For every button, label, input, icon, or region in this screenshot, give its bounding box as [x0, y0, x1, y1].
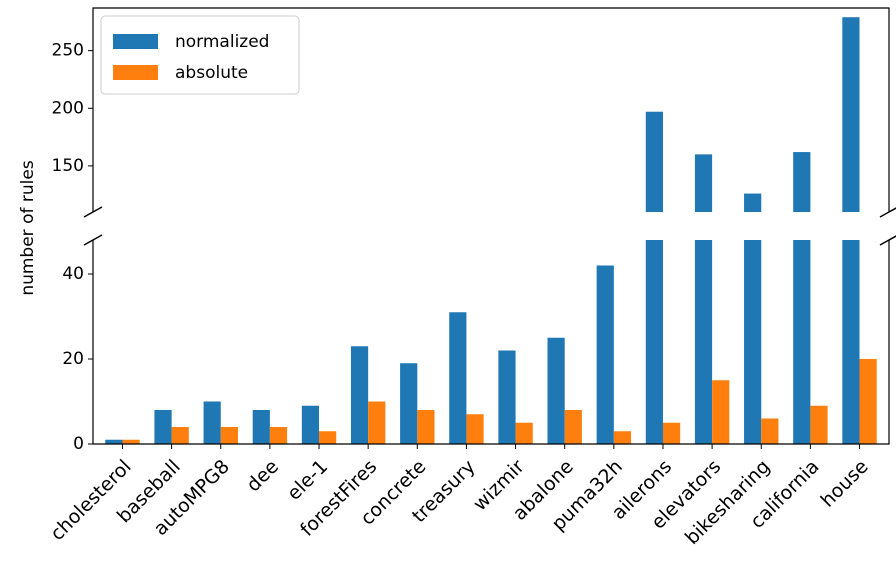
bar-normalized-wizmir: [498, 350, 516, 444]
bar-absolute-autoMPG8: [220, 427, 238, 444]
legend-label-normalized: normalized: [175, 32, 269, 52]
upper-y-tick-label-150: 150: [52, 156, 84, 176]
bar-absolute-cholesterol: [122, 439, 140, 444]
bar-absolute-elevators: [712, 380, 730, 444]
break-mark-upper-left: [83, 206, 103, 218]
bar-normalized-elevators: [694, 240, 713, 444]
break-mark-lower-right: [879, 235, 896, 246]
bar-normalized-ele-1: [301, 405, 320, 444]
bar-absolute-treasury: [466, 414, 484, 444]
bar-absolute-dee: [269, 427, 288, 444]
x-tick-label-cholesterol: cholesterol: [46, 456, 135, 545]
bar-normalized-concrete: [400, 363, 418, 444]
x-tick-label-house: house: [817, 456, 873, 512]
break-mark-upper-right: [879, 207, 896, 218]
bar-absolute-ele-1: [319, 431, 337, 444]
bar-upper-normalized-ailerons: [645, 111, 663, 212]
bar-normalized-baseball: [154, 410, 172, 444]
lower-y-tick-label-20: 20: [62, 349, 84, 369]
bar-upper-normalized-elevators: [694, 154, 713, 212]
upper-panel: 150 200 250: [52, 7, 890, 212]
bar-absolute-california: [810, 405, 828, 444]
upper-frame: [92, 7, 890, 212]
lower-frame: [92, 240, 890, 445]
bar-absolute-abalone: [564, 410, 582, 444]
break-mark-lower-left: [83, 234, 103, 246]
bar-absolute-forestFires: [368, 401, 386, 444]
lower-y-tick-label-40: 40: [62, 264, 84, 284]
bar-normalized-cholesterol: [105, 439, 123, 444]
bar-absolute-ailerons: [662, 422, 681, 444]
bar-upper-normalized-bikesharing: [744, 193, 762, 212]
bar-normalized-house: [842, 240, 860, 444]
x-tick-label-dee: dee: [242, 456, 283, 497]
upper-y-tick-label-250: 250: [52, 41, 84, 61]
bar-upper-normalized-house: [842, 17, 860, 212]
bar-normalized-bikesharing: [744, 240, 762, 444]
lower-y-tick-label-0: 0: [73, 434, 84, 454]
bar-absolute-house: [859, 359, 877, 444]
y-axis-label: number of rules: [18, 160, 38, 295]
bar-normalized-forestFires: [350, 346, 369, 444]
bar-normalized-abalone: [547, 337, 565, 444]
bar-upper-normalized-california: [793, 152, 811, 212]
upper-y-tick-label-200: 200: [52, 98, 84, 118]
bar-normalized-ailerons: [645, 240, 663, 444]
legend-label-absolute: absolute: [175, 63, 248, 83]
bar-normalized-puma32h: [596, 265, 614, 444]
bar-normalized-treasury: [449, 312, 467, 444]
legend-swatch-normalized: [113, 34, 158, 49]
bar-absolute-concrete: [417, 410, 435, 444]
legend: normalized absolute: [100, 15, 300, 95]
bar-absolute-bikesharing: [761, 418, 779, 444]
bar-normalized-dee: [252, 410, 270, 444]
bar-absolute-puma32h: [613, 431, 632, 444]
bar-absolute-baseball: [171, 427, 189, 444]
lower-panel: 0 20 40: [62, 240, 890, 454]
bar-normalized-autoMPG8: [203, 401, 221, 444]
bar-normalized-california: [793, 240, 811, 444]
legend-swatch-absolute: [113, 65, 158, 80]
bar-absolute-wizmir: [515, 422, 533, 444]
